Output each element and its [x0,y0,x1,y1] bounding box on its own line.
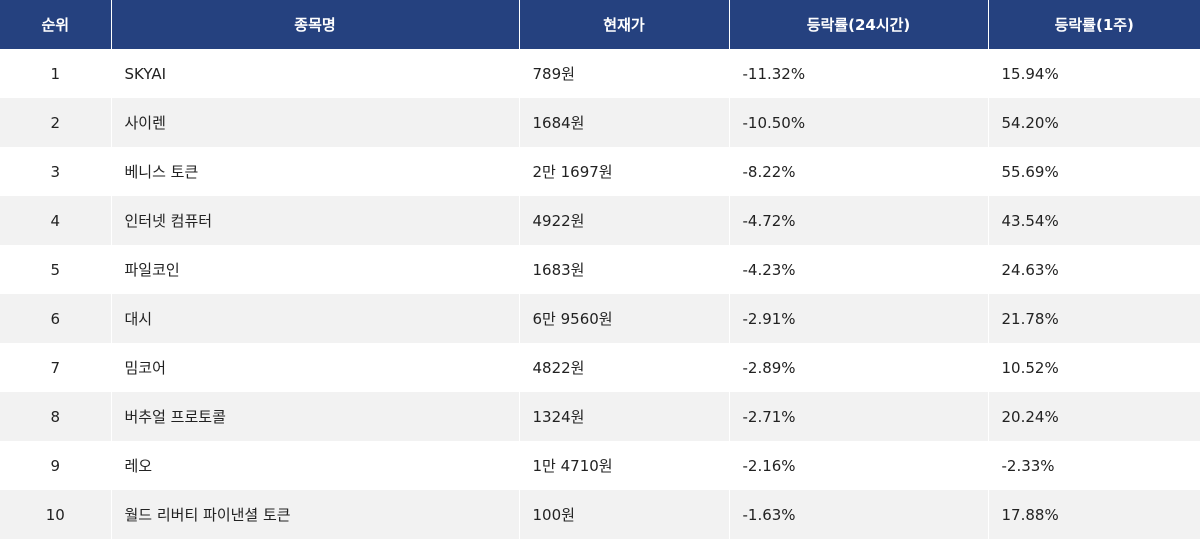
cell-price: 1684원 [518,98,729,147]
table-row: 3 베니스 토큰 2만 1697원 -8.22% 55.69% [0,147,1200,196]
cell-change-24h: -2.71% [728,392,988,441]
table-row: 4 인터넷 컴퓨터 4922원 -4.72% 43.54% [0,196,1200,245]
header-name: 종목명 [110,0,519,49]
table-row: 7 밈코어 4822원 -2.89% 10.52% [0,343,1200,392]
cell-name: 밈코어 [110,343,519,392]
cell-rank: 4 [0,196,111,245]
cell-price: 1324원 [518,392,729,441]
table-body: 1 SKYAI 789원 -11.32% 15.94% 2 사이렌 1684원 … [0,49,1200,539]
cell-change-24h: -1.63% [728,490,988,539]
cell-change-1w: 24.63% [987,245,1200,294]
table-row: 6 대시 6만 9560원 -2.91% 21.78% [0,294,1200,343]
table-row: 9 레오 1만 4710원 -2.16% -2.33% [0,441,1200,490]
cell-rank: 2 [0,98,111,147]
cell-change-1w: 15.94% [987,49,1200,98]
cell-rank: 1 [0,49,111,98]
cell-change-24h: -11.32% [728,49,988,98]
cell-price: 1만 4710원 [518,441,729,490]
cell-price: 4922원 [518,196,729,245]
cell-price: 2만 1697원 [518,147,729,196]
cell-change-24h: -2.89% [728,343,988,392]
cell-change-1w: -2.33% [987,441,1200,490]
cell-name: 월드 리버티 파이낸셜 토큰 [110,490,519,539]
cell-rank: 3 [0,147,111,196]
cell-change-1w: 55.69% [987,147,1200,196]
cell-price: 100원 [518,490,729,539]
cell-change-24h: -8.22% [728,147,988,196]
cell-rank: 9 [0,441,111,490]
cell-change-24h: -4.72% [728,196,988,245]
cell-name: SKYAI [110,49,519,98]
table-row: 5 파일코인 1683원 -4.23% 24.63% [0,245,1200,294]
cell-change-1w: 17.88% [987,490,1200,539]
cell-rank: 5 [0,245,111,294]
cell-rank: 10 [0,490,111,539]
table-row: 8 버추얼 프로토콜 1324원 -2.71% 20.24% [0,392,1200,441]
cell-rank: 8 [0,392,111,441]
cell-name: 파일코인 [110,245,519,294]
cell-name: 베니스 토큰 [110,147,519,196]
cell-change-24h: -10.50% [728,98,988,147]
table-row: 1 SKYAI 789원 -11.32% 15.94% [0,49,1200,98]
table-row: 2 사이렌 1684원 -10.50% 54.20% [0,98,1200,147]
cell-change-24h: -2.91% [728,294,988,343]
header-price: 현재가 [518,0,729,49]
cell-name: 인터넷 컴퓨터 [110,196,519,245]
header-change-1w: 등락률(1주) [987,0,1200,49]
cell-rank: 7 [0,343,111,392]
cell-change-1w: 21.78% [987,294,1200,343]
cell-price: 789원 [518,49,729,98]
table-header: 순위 종목명 현재가 등락률(24시간) 등락률(1주) [0,0,1200,49]
cell-change-1w: 10.52% [987,343,1200,392]
cell-change-1w: 20.24% [987,392,1200,441]
header-row: 순위 종목명 현재가 등락률(24시간) 등락률(1주) [0,0,1200,49]
header-change-24h: 등락률(24시간) [728,0,988,49]
cell-change-24h: -2.16% [728,441,988,490]
cell-change-24h: -4.23% [728,245,988,294]
cell-price: 6만 9560원 [518,294,729,343]
cell-change-1w: 43.54% [987,196,1200,245]
cell-price: 1683원 [518,245,729,294]
cell-price: 4822원 [518,343,729,392]
cell-name: 레오 [110,441,519,490]
cell-name: 버추얼 프로토콜 [110,392,519,441]
table-row: 10 월드 리버티 파이낸셜 토큰 100원 -1.63% 17.88% [0,490,1200,539]
cell-rank: 6 [0,294,111,343]
cell-change-1w: 54.20% [987,98,1200,147]
cell-name: 사이렌 [110,98,519,147]
cell-name: 대시 [110,294,519,343]
header-rank: 순위 [0,0,111,49]
